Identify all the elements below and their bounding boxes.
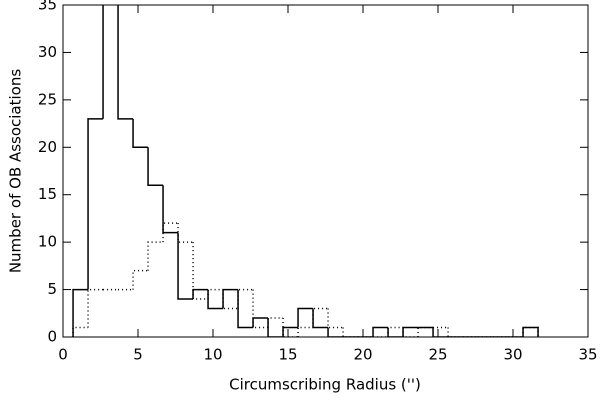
histogram-step <box>267 317 284 328</box>
plot-area <box>72 5 539 337</box>
histogram-step <box>447 327 464 337</box>
histogram-step <box>252 317 269 328</box>
histogram-step <box>162 185 179 234</box>
histogram-step <box>192 242 209 300</box>
histogram-step <box>342 327 359 337</box>
x-tick-label: 35 <box>578 346 597 364</box>
histogram-step <box>297 307 314 328</box>
histogram-step <box>147 147 164 186</box>
histogram-step <box>177 223 194 243</box>
y-tick-label: 30 <box>38 43 57 61</box>
y-tick-label: 25 <box>38 90 57 108</box>
histogram-step <box>147 241 164 271</box>
plot-frame <box>62 4 589 338</box>
histogram-step <box>402 327 419 337</box>
histogram-step <box>87 118 104 290</box>
histogram-step <box>372 326 389 337</box>
histogram-step <box>327 327 344 337</box>
y-tick-label: 10 <box>38 233 57 251</box>
histogram-step <box>177 232 194 300</box>
histogram-step <box>282 326 299 337</box>
x-tick-label: 5 <box>133 346 143 364</box>
histogram-step <box>102 5 104 119</box>
y-tick-label: 35 <box>38 0 57 14</box>
histogram-step <box>417 326 434 337</box>
x-tick-label: 20 <box>353 346 372 364</box>
histogram-step <box>312 307 329 328</box>
histogram-step <box>237 288 254 309</box>
histogram-step <box>207 288 224 300</box>
y-tick-label: 5 <box>47 280 57 298</box>
x-axis-label: Circumscribing Radius ('') <box>229 376 421 394</box>
histogram-step <box>402 326 419 337</box>
x-tick-label: 15 <box>278 346 297 364</box>
histogram-step <box>387 327 404 337</box>
histogram-step <box>222 289 239 310</box>
histogram-step <box>387 326 404 337</box>
y-tick-label: 15 <box>38 185 57 203</box>
y-axis-label: Number of OB Associations <box>7 69 25 274</box>
y-tick-label: 0 <box>47 328 57 346</box>
x-tick-label: 25 <box>428 346 447 364</box>
y-tick-label: 20 <box>38 138 57 156</box>
histogram-step <box>132 269 149 290</box>
histogram-step <box>432 327 449 337</box>
histogram-step <box>297 326 314 337</box>
histogram-step <box>522 326 539 337</box>
histogram-step <box>72 288 89 337</box>
histogram-step <box>132 118 149 149</box>
histogram-step <box>162 222 179 243</box>
x-tick-label: 10 <box>203 346 222 364</box>
x-tick-label: 30 <box>503 346 522 364</box>
histogram-step <box>327 308 344 329</box>
histogram-step <box>192 288 209 300</box>
histogram-step <box>252 289 269 329</box>
histogram-step <box>522 326 539 337</box>
histogram-step <box>72 326 89 337</box>
histogram-step <box>207 289 224 310</box>
histogram-step <box>222 288 239 309</box>
histogram-step <box>87 288 104 328</box>
x-tick-label: 0 <box>58 346 68 364</box>
histogram-step <box>267 318 284 337</box>
histogram-step <box>237 289 254 329</box>
histogram-step <box>312 308 329 329</box>
histogram-step <box>117 5 134 120</box>
